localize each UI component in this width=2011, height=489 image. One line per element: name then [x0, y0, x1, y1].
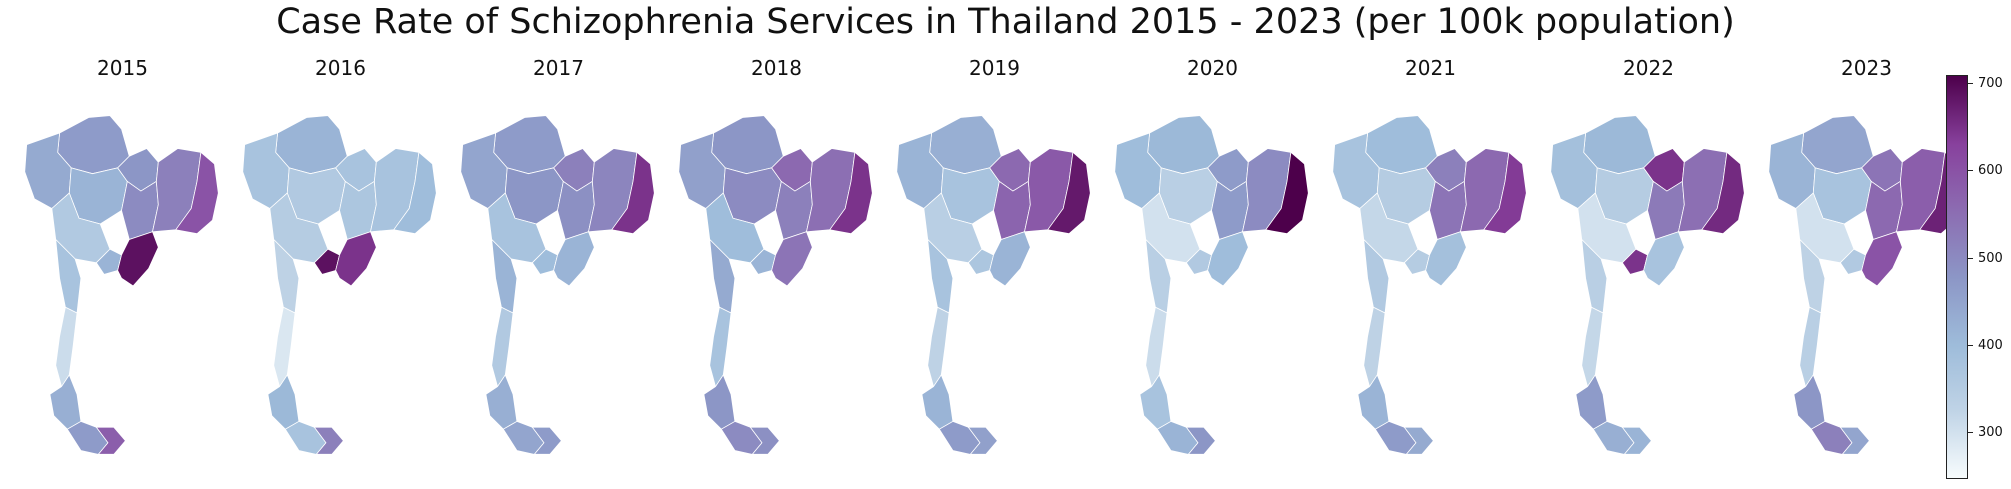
region-lower-south — [502, 420, 545, 455]
region-east — [1861, 231, 1903, 287]
thailand-map — [1550, 115, 1745, 455]
region-lower-south — [1156, 420, 1199, 455]
colorbar-tick: 300 — [1968, 425, 2011, 441]
colorbar-tick-mark — [1968, 432, 1973, 434]
region-mid-south — [1357, 374, 1390, 430]
region-northeast-east — [1701, 151, 1745, 235]
colorbar-tick-label: 600 — [1978, 163, 2003, 179]
map-panel: 2016 — [238, 56, 443, 456]
colorbar-tick: 500 — [1968, 251, 2011, 267]
map-panel: 2019 — [892, 56, 1097, 456]
colorbar-tick-label: 700 — [1978, 75, 2003, 91]
thailand-map — [460, 115, 655, 455]
map-panel: 2022 — [1546, 56, 1751, 456]
region-lower-south — [66, 420, 109, 455]
thailand-map — [1332, 115, 1527, 455]
thailand-map — [1114, 115, 1309, 455]
region-northeast-east — [611, 151, 655, 235]
region-upper-south — [709, 306, 732, 388]
region-east — [771, 231, 813, 287]
panel-year-label: 2017 — [533, 56, 584, 80]
panel-year-label: 2021 — [1405, 56, 1456, 80]
region-mid-south — [1575, 374, 1608, 430]
panel-year-label: 2015 — [97, 56, 148, 80]
colorbar-tick-mark — [1968, 344, 1973, 346]
colorbar-tick-label: 400 — [1978, 337, 2003, 353]
region-deep-south — [313, 426, 344, 455]
region-northeast-east — [1483, 151, 1527, 235]
colorbar-gradient — [1946, 75, 1968, 479]
panel-year-label: 2022 — [1623, 56, 1674, 80]
panel-year-label: 2019 — [969, 56, 1020, 80]
panel-year-label: 2023 — [1841, 56, 1892, 80]
region-northeast-east — [393, 151, 437, 235]
region-northeast-east — [1047, 151, 1091, 235]
colorbar-tick-mark — [1968, 170, 1973, 172]
thailand-map — [1768, 115, 1963, 455]
region-lower-south — [938, 420, 981, 455]
colorbar-tick: 600 — [1968, 163, 2011, 179]
region-mid-south — [485, 374, 518, 430]
region-deep-south — [1839, 426, 1870, 455]
region-lower-south — [720, 420, 763, 455]
region-mid-south — [1793, 374, 1826, 430]
thailand-map — [678, 115, 873, 455]
region-upper-south — [1145, 306, 1168, 388]
colorbar-tick: 700 — [1968, 76, 2011, 92]
region-upper-south — [1799, 306, 1822, 388]
panel-year-label: 2016 — [315, 56, 366, 80]
region-lower-south — [284, 420, 327, 455]
region-northeast-east — [175, 151, 219, 235]
figure-title: Case Rate of Schizophrenia Services in T… — [276, 2, 1735, 42]
region-east — [335, 231, 377, 287]
map-panel: 2021 — [1328, 56, 1533, 456]
colorbar-tick: 400 — [1968, 338, 2011, 354]
colorbar-tick-label: 300 — [1978, 425, 2003, 441]
region-northeast-east — [829, 151, 873, 235]
region-lower-south — [1592, 420, 1635, 455]
colorbar-tick-mark — [1968, 257, 1973, 259]
region-deep-south — [95, 426, 126, 455]
region-deep-south — [531, 426, 562, 455]
region-deep-south — [967, 426, 998, 455]
region-deep-south — [1621, 426, 1652, 455]
region-upper-south — [1581, 306, 1604, 388]
region-east — [117, 231, 159, 287]
thailand-map — [896, 115, 1091, 455]
region-mid-south — [921, 374, 954, 430]
region-upper-south — [55, 306, 78, 388]
map-panel: 2020 — [1110, 56, 1315, 456]
region-east — [1425, 231, 1467, 287]
region-deep-south — [1185, 426, 1216, 455]
region-upper-south — [1363, 306, 1386, 388]
region-east — [1207, 231, 1249, 287]
colorbar-tick-label: 500 — [1978, 250, 2003, 266]
region-east — [553, 231, 595, 287]
region-east — [989, 231, 1031, 287]
map-panel: 2015 — [20, 56, 225, 456]
map-panel: 2023 — [1764, 56, 1969, 456]
region-deep-south — [1403, 426, 1434, 455]
region-mid-south — [1139, 374, 1172, 430]
map-panel: 2017 — [456, 56, 661, 456]
region-east — [1643, 231, 1685, 287]
region-mid-south — [49, 374, 82, 430]
colorbar: 300 400 500 600 700 — [1946, 75, 2003, 479]
region-upper-south — [273, 306, 296, 388]
thailand-map — [242, 115, 437, 455]
map-panel: 2018 — [674, 56, 879, 456]
region-northeast-east — [1265, 151, 1309, 235]
region-deep-south — [749, 426, 780, 455]
colorbar-tick-mark — [1968, 82, 1973, 84]
region-upper-south — [491, 306, 514, 388]
region-lower-south — [1374, 420, 1417, 455]
region-upper-south — [927, 306, 950, 388]
region-lower-south — [1810, 420, 1853, 455]
panel-year-label: 2018 — [751, 56, 802, 80]
thailand-map — [24, 115, 219, 455]
panel-year-label: 2020 — [1187, 56, 1238, 80]
region-mid-south — [703, 374, 736, 430]
region-mid-south — [267, 374, 300, 430]
